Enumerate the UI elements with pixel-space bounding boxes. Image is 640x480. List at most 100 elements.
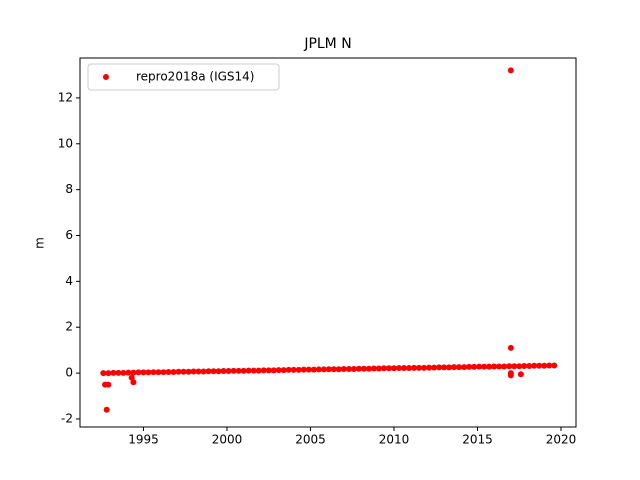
x-tick-label: 2000 (212, 433, 243, 447)
scatter-point (310, 366, 317, 373)
chart-title: JPLM N (303, 36, 351, 52)
scatter-point (128, 374, 135, 381)
scatter-point (536, 362, 543, 369)
scatter-point (405, 365, 412, 372)
scatter-point (170, 368, 177, 375)
scatter-point (160, 369, 167, 376)
scatter-point (507, 344, 514, 351)
scatter-point (330, 366, 337, 373)
scatter-point (426, 364, 433, 371)
y-tick-label: 0 (65, 366, 73, 380)
scatter-point (165, 368, 172, 375)
scatter-point (400, 365, 407, 372)
scatter-point (511, 363, 518, 370)
scatter-point (335, 366, 342, 373)
scatter-point (380, 365, 387, 372)
scatter-point (100, 370, 107, 377)
plot-frame (79, 57, 577, 428)
scatter-point (185, 368, 192, 375)
scatter-point (320, 366, 327, 373)
scatter-point (365, 365, 372, 372)
scatter-point (140, 369, 147, 376)
scatter-point (507, 370, 514, 377)
y-tick-label: 6 (65, 228, 73, 242)
scatter-point (220, 368, 227, 375)
scatter-point (200, 368, 207, 375)
scatter-point (551, 362, 558, 369)
scatter-point (190, 368, 197, 375)
scatter-point (441, 364, 448, 371)
legend-marker (103, 74, 109, 80)
scatter-point (436, 364, 443, 371)
scatter-point (471, 363, 478, 370)
scatter-point (486, 363, 493, 370)
scatter-point (541, 362, 548, 369)
scatter-point (395, 365, 402, 372)
scatter-point (456, 364, 463, 371)
y-tick-label: 12 (58, 90, 73, 104)
scatter-point (290, 366, 297, 373)
scatter-point (125, 369, 132, 376)
scatter-point (517, 371, 524, 378)
scatter-point (411, 364, 418, 371)
scatter-point (150, 369, 157, 376)
scatter-point (466, 363, 473, 370)
scatter-point (240, 367, 247, 374)
scatter-point (370, 365, 377, 372)
scatter-point (225, 368, 232, 375)
scatter-point (446, 364, 453, 371)
scatter-point (476, 363, 483, 370)
x-tick-label: 2020 (546, 433, 577, 447)
y-axis-label: m (33, 237, 47, 249)
scatter-point (421, 364, 428, 371)
scatter-point (507, 67, 514, 74)
scatter-point (345, 365, 352, 372)
scatter-point (491, 363, 498, 370)
scatter-point (481, 363, 488, 370)
scatter-point (526, 362, 533, 369)
scatter-point (265, 367, 272, 374)
scatter-point (461, 364, 468, 371)
scatter-point (431, 364, 438, 371)
legend-box (87, 63, 280, 91)
scatter-point (105, 370, 112, 377)
scatter-point (135, 369, 142, 376)
scatter-point (130, 379, 137, 386)
legend-label: repro2018a (IGS14) (136, 70, 254, 84)
scatter-point (103, 406, 110, 413)
y-tick-label: 8 (65, 182, 73, 196)
scatter-point (260, 367, 267, 374)
scatter-point (305, 366, 312, 373)
scatter-point (235, 367, 242, 374)
scatter-point (110, 369, 117, 376)
scatter-point (210, 368, 217, 375)
scatter-point (145, 369, 152, 376)
x-tick-label: 2015 (462, 433, 493, 447)
scatter-point (245, 367, 252, 374)
scatter-point (195, 368, 202, 375)
scatter-point (451, 364, 458, 371)
scatter-point (175, 368, 182, 375)
scatter-point (521, 362, 528, 369)
x-tick-label: 2005 (295, 433, 326, 447)
scatter-point (230, 367, 237, 374)
y-tick-label: 10 (58, 136, 73, 150)
scatter-point (416, 364, 423, 371)
scatter-point (315, 366, 322, 373)
scatter-point (496, 363, 503, 370)
scatter-point (180, 368, 187, 375)
scatter-point (546, 362, 553, 369)
scatter-point (120, 369, 127, 376)
scatter-point (300, 366, 307, 373)
scatter-point (385, 365, 392, 372)
scatter-point (360, 365, 367, 372)
scatter-point (285, 366, 292, 373)
y-tick-label: 2 (65, 320, 73, 334)
scatter-point (205, 368, 212, 375)
scatter-point (531, 362, 538, 369)
scatter-point (130, 369, 137, 376)
scatter-point (516, 363, 523, 370)
scatter-point (390, 365, 397, 372)
